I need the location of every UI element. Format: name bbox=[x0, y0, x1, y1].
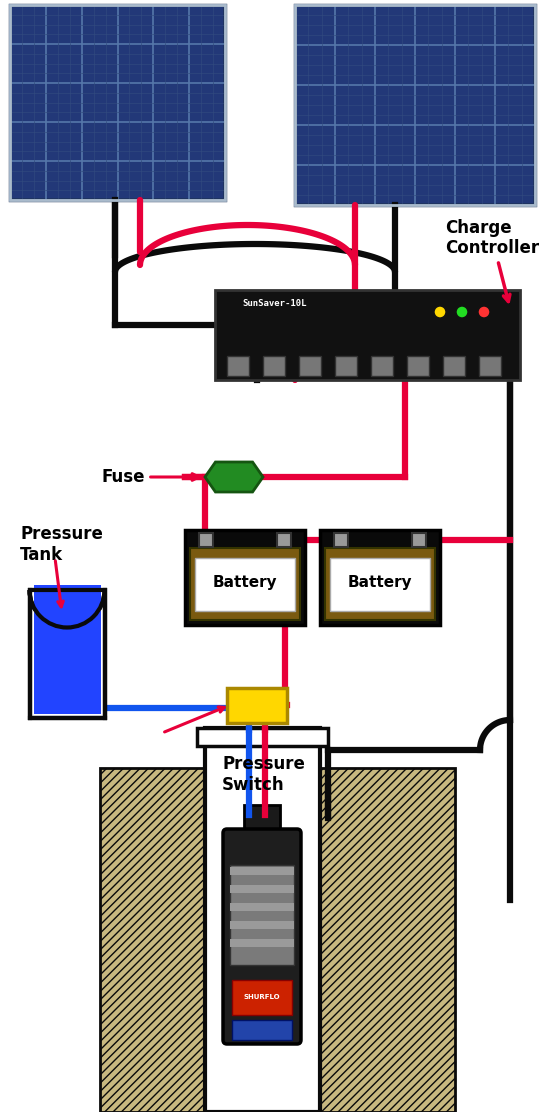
Text: Pressure
Tank: Pressure Tank bbox=[20, 525, 103, 564]
Bar bbox=[185, 530, 305, 625]
Bar bbox=[299, 356, 321, 376]
Bar bbox=[230, 903, 294, 911]
Circle shape bbox=[434, 306, 446, 318]
Bar bbox=[295, 4, 535, 205]
Wedge shape bbox=[34, 590, 100, 623]
Bar bbox=[335, 356, 357, 376]
Bar bbox=[443, 356, 465, 376]
Bar bbox=[263, 356, 285, 376]
Bar bbox=[297, 7, 533, 203]
Bar bbox=[230, 865, 294, 965]
Circle shape bbox=[478, 306, 490, 318]
Text: Charge
Controller: Charge Controller bbox=[445, 219, 539, 301]
Bar bbox=[227, 688, 287, 723]
Bar bbox=[412, 533, 426, 547]
Bar bbox=[30, 590, 105, 718]
Bar bbox=[100, 768, 205, 1112]
Circle shape bbox=[456, 306, 468, 318]
Text: SHURFLO: SHURFLO bbox=[244, 994, 280, 1000]
Bar bbox=[330, 558, 430, 610]
Bar bbox=[10, 4, 225, 200]
Bar bbox=[325, 548, 435, 620]
Bar bbox=[30, 590, 105, 718]
Bar bbox=[232, 980, 292, 1015]
Bar bbox=[334, 533, 348, 547]
Polygon shape bbox=[205, 461, 263, 492]
Text: Battery: Battery bbox=[213, 575, 277, 589]
Bar bbox=[230, 921, 294, 929]
Bar bbox=[371, 356, 393, 376]
Bar bbox=[197, 728, 328, 746]
Bar bbox=[34, 585, 101, 714]
FancyBboxPatch shape bbox=[223, 830, 301, 1044]
Bar bbox=[320, 530, 440, 625]
Bar bbox=[195, 558, 295, 610]
Bar bbox=[479, 356, 501, 376]
Bar bbox=[215, 290, 520, 380]
Bar bbox=[244, 805, 280, 833]
Bar bbox=[205, 728, 320, 1112]
Text: SunSaver-10L: SunSaver-10L bbox=[243, 299, 307, 308]
Bar bbox=[320, 768, 455, 1112]
Text: Pressure
Switch: Pressure Switch bbox=[222, 755, 305, 794]
Bar bbox=[199, 533, 213, 547]
Bar bbox=[230, 939, 294, 947]
Bar bbox=[232, 1020, 292, 1040]
Text: Fuse: Fuse bbox=[101, 468, 199, 486]
Bar bbox=[12, 7, 223, 198]
Text: Battery: Battery bbox=[348, 575, 412, 589]
Bar bbox=[230, 885, 294, 893]
Bar bbox=[277, 533, 291, 547]
Bar bbox=[295, 4, 535, 205]
Bar bbox=[230, 867, 294, 875]
Bar bbox=[190, 548, 300, 620]
Bar bbox=[407, 356, 429, 376]
Bar bbox=[227, 356, 249, 376]
Wedge shape bbox=[30, 590, 104, 627]
Bar bbox=[10, 4, 225, 200]
